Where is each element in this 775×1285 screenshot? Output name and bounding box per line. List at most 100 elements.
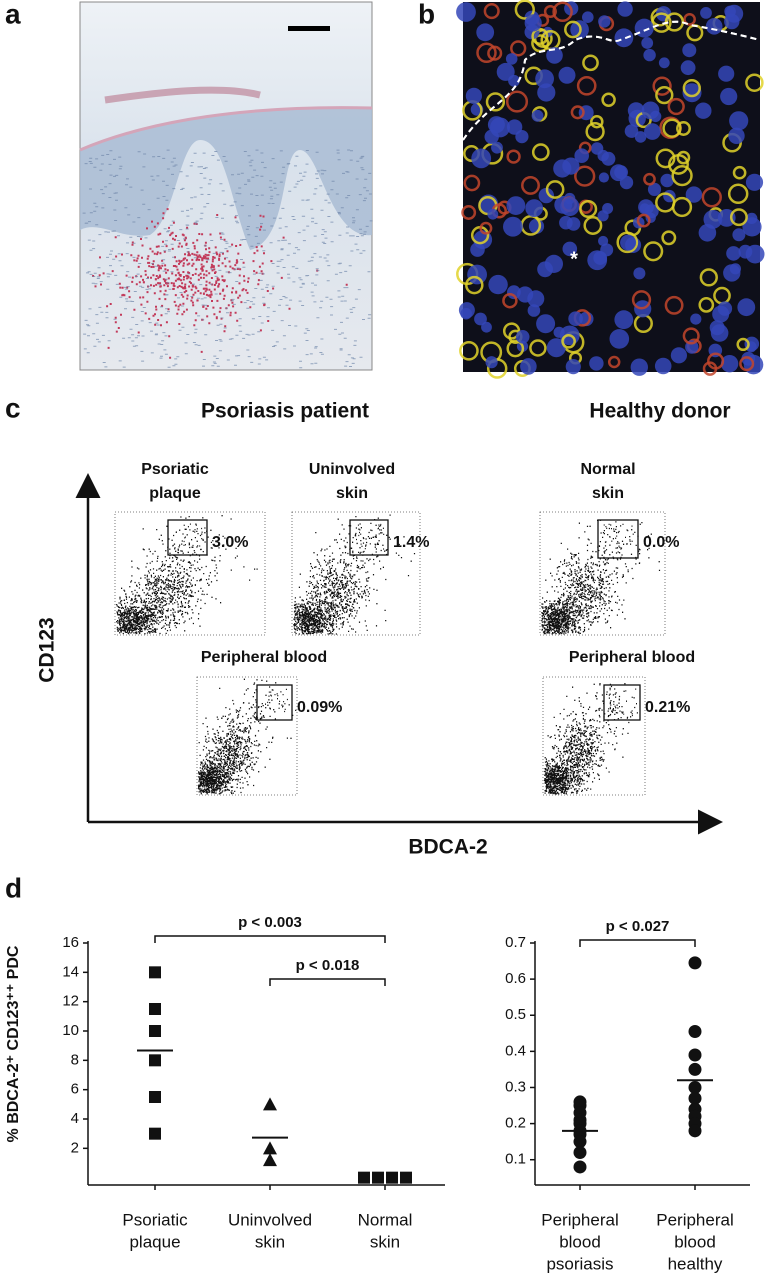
cell [742,217,762,237]
cell [506,339,525,358]
cell [638,199,654,216]
group-title: Healthy donor [589,400,730,423]
flow-plot-title: Psoriatic [141,461,209,478]
cell [739,356,755,372]
cell [506,149,521,164]
y-tick-label: 0.2 [505,1115,526,1132]
cell [685,186,703,203]
cell [521,175,540,195]
x-tick-label: Peripheral [541,1210,619,1229]
cell [624,124,639,138]
cell [460,307,473,320]
cell [461,205,477,220]
cell [651,12,672,33]
cell [644,123,661,140]
panel-label: c [5,392,21,423]
x-tick-label: psoriasis [546,1254,613,1273]
cell [546,47,563,64]
cell [614,165,628,180]
cell [655,192,676,213]
p-value: p < 0.003 [238,914,302,931]
cell [609,329,630,349]
cell [487,208,499,220]
flow-plot-title: skin [592,485,624,502]
point [573,1145,587,1159]
cell [655,148,676,169]
point [688,1024,702,1038]
cell [630,358,648,376]
cell [574,165,596,187]
cell [471,148,492,169]
cell [709,320,725,336]
x-tick-label: blood [559,1232,601,1251]
cell [660,173,674,188]
cell [631,290,652,310]
cell [726,246,741,261]
cell [633,267,646,280]
cell [700,6,712,19]
cell [682,78,701,98]
y-tick-label: 8 [71,1051,79,1068]
point [688,1124,702,1138]
cell [718,65,735,82]
gate-label: 0.21% [645,699,690,716]
point [149,966,161,979]
dot-cloud [541,519,661,635]
cell [661,230,677,246]
cell [459,340,479,361]
cell [488,274,508,295]
gate [256,684,293,721]
cell [670,347,688,364]
cell [583,216,603,235]
cell [514,0,535,20]
cell [506,119,523,135]
flow-y-label: CD123 [36,617,59,682]
cell [614,310,634,330]
cell [643,172,656,186]
cell [619,175,634,190]
p-value: p < 0.018 [296,957,360,974]
flow-x-label: BDCA-2 [408,836,487,859]
flow-plot-title: plaque [149,485,201,502]
cell [467,264,487,285]
flow-plot-title: Peripheral blood [201,649,327,666]
point [386,1171,398,1184]
cell [535,69,554,89]
cell [536,314,556,334]
flow-plot-title: skin [336,485,368,502]
x-tick-label: blood [674,1232,716,1251]
cell [720,87,738,106]
cell [695,102,712,119]
cell [515,330,530,344]
cell [590,114,604,129]
y-tick-label: 0.5 [505,1006,526,1023]
cell [664,295,684,315]
y-tick-label: 0.3 [505,1078,526,1095]
cell [525,199,544,218]
point [263,1153,277,1167]
gate-label: 0.0% [643,534,679,551]
cell [537,83,556,102]
cell [479,221,493,235]
cell [667,97,685,116]
cell [723,264,741,282]
cell [641,37,654,49]
point [149,1091,161,1103]
cell [531,27,549,45]
cell [732,165,747,180]
cell [729,208,748,227]
cell [561,333,576,349]
cell [485,356,498,369]
cell [582,54,599,72]
gate [349,519,389,556]
point [400,1171,412,1184]
y-tick-label: 0.7 [505,934,526,951]
cell [662,118,682,138]
x-tick-label: plaque [129,1232,180,1251]
cell [484,129,499,144]
point [358,1171,370,1184]
boundary [462,20,761,141]
marker-asterisk: * [570,248,578,270]
gate [603,684,641,721]
cell [732,228,746,242]
